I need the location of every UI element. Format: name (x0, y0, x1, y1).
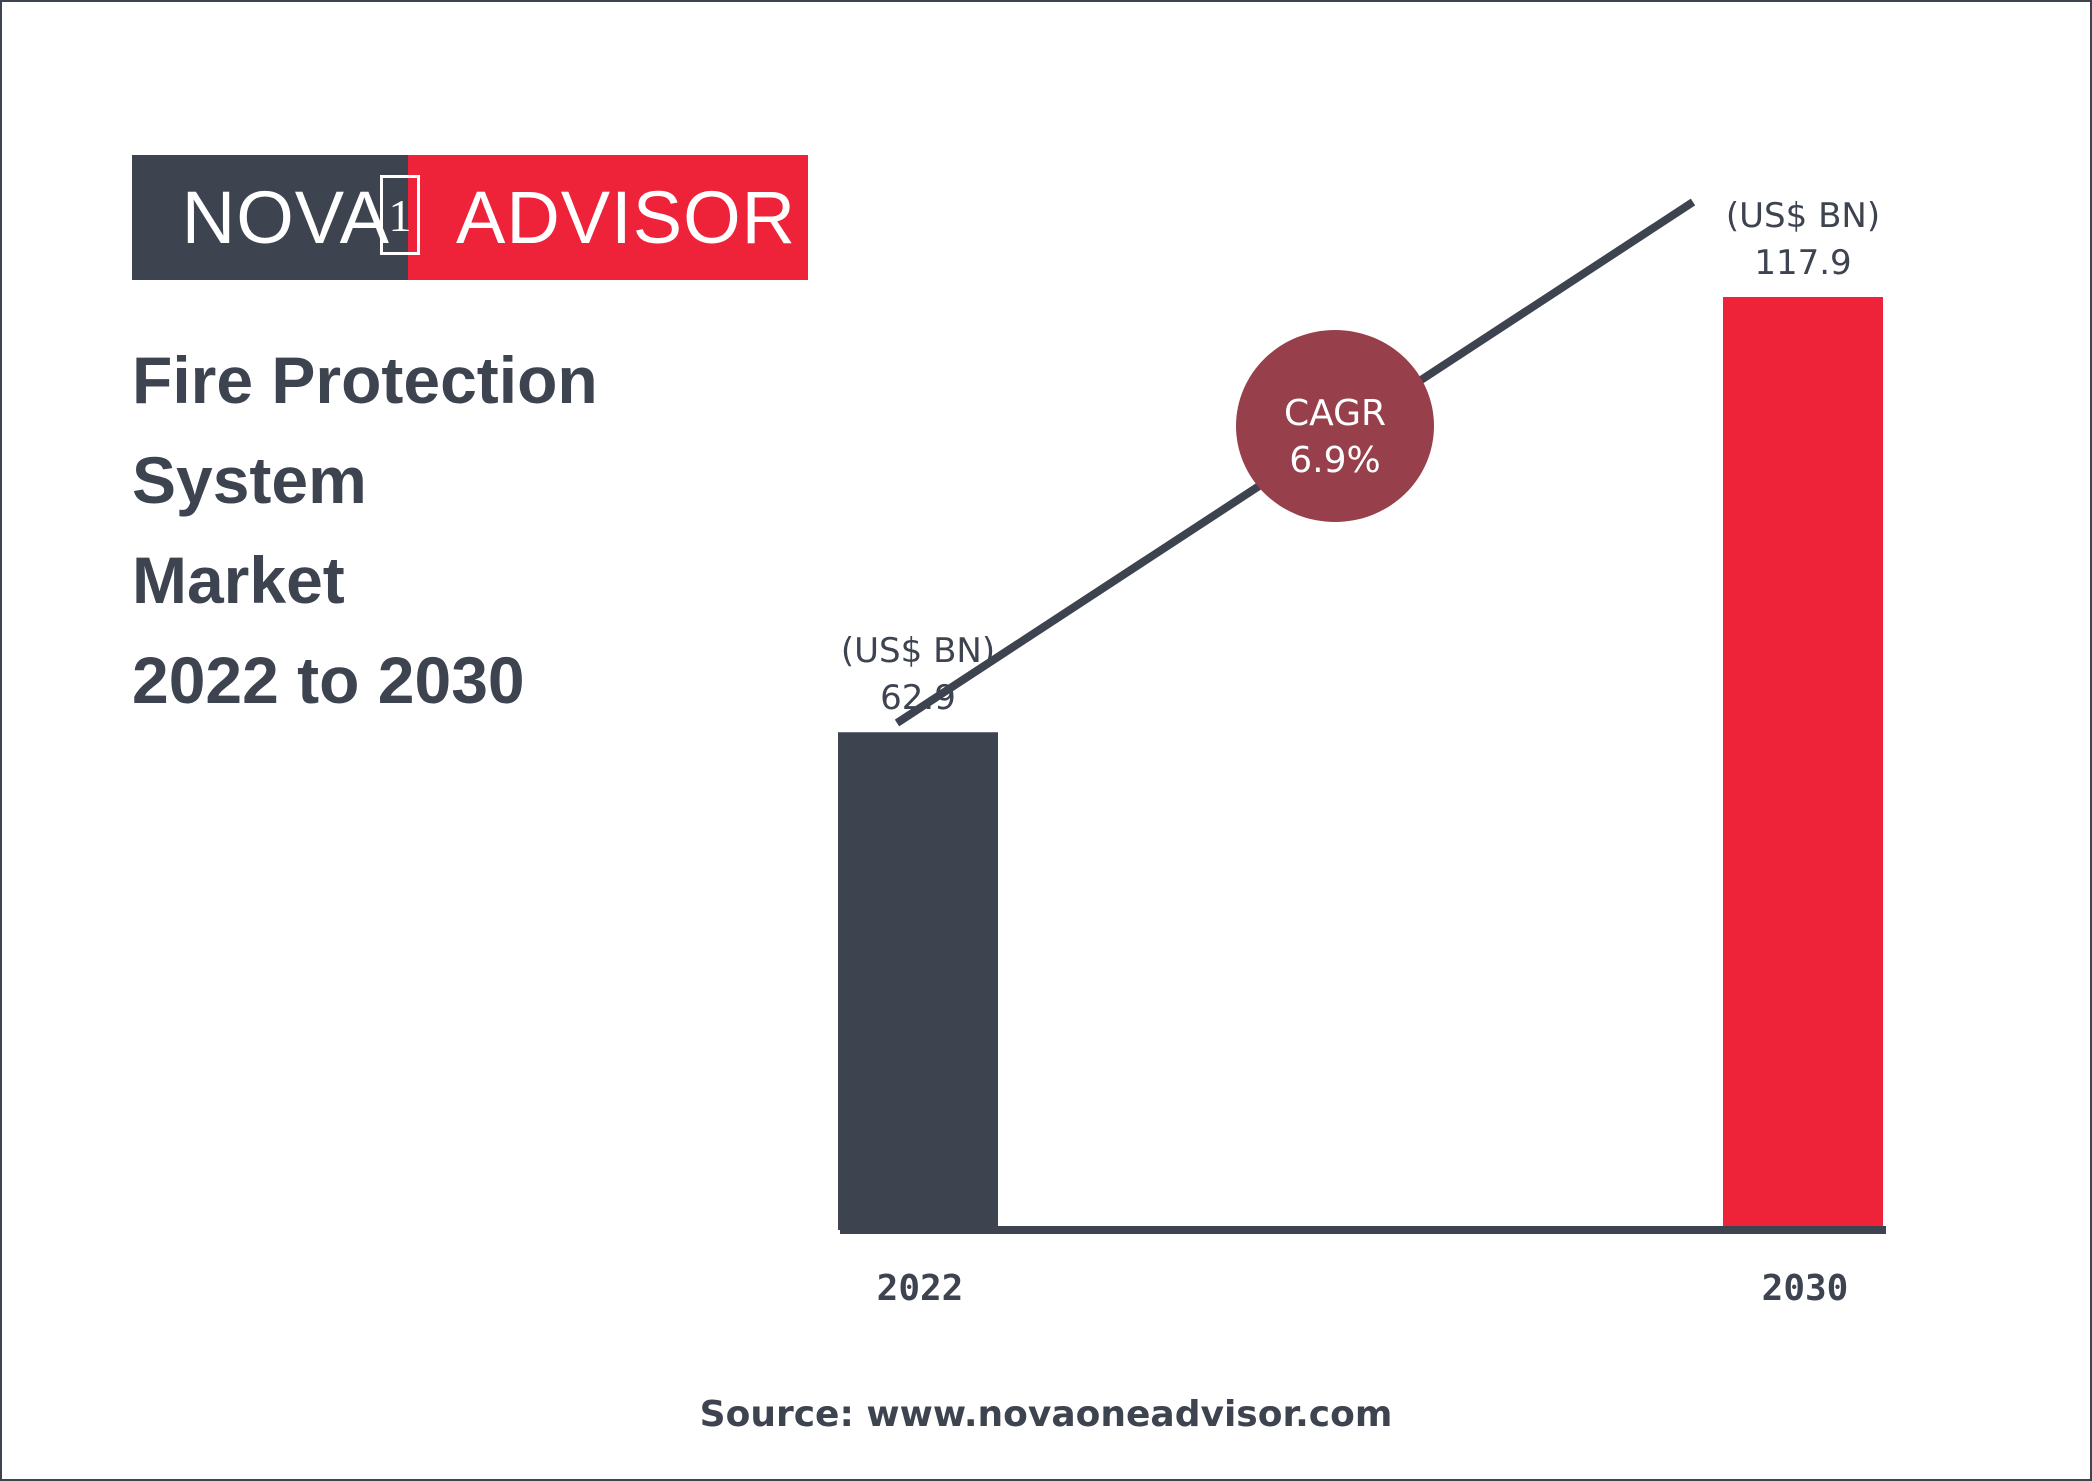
cagr-value: 6.9% (1289, 440, 1380, 481)
value-label-2030: 117.9 (1754, 243, 1851, 283)
cagr-circle (1236, 330, 1434, 522)
logo-left-text: NOVA (181, 176, 390, 259)
unit-label-2022: (US$ BN) (841, 631, 995, 671)
logo-number-box: 1 (380, 175, 420, 255)
chart-title: Fire Protection System Market 2022 to 20… (132, 330, 732, 730)
nova-one-advisor-logo: NOVA ADVISOR 1 (132, 155, 808, 280)
title-line-1: Fire Protection (132, 343, 598, 417)
bar-2022 (838, 732, 998, 1230)
logo-dark-block: NOVA (132, 155, 408, 280)
unit-label-2030: (US$ BN) (1726, 196, 1880, 236)
source-note: Source: www.novaoneadvisor.com (699, 1394, 1393, 1435)
title-line-3: Market (132, 543, 345, 617)
logo-right-text: ADVISOR (456, 176, 797, 259)
x-tick-label-2030: 2030 (1762, 1268, 1849, 1309)
title-line-4: 2022 to 2030 (132, 643, 525, 717)
bar-2030 (1723, 297, 1883, 1230)
cagr-label: CAGR (1284, 393, 1386, 434)
x-tick-label-2022: 2022 (877, 1268, 964, 1309)
logo-red-block: ADVISOR (408, 155, 808, 280)
title-line-2: System (132, 443, 367, 517)
